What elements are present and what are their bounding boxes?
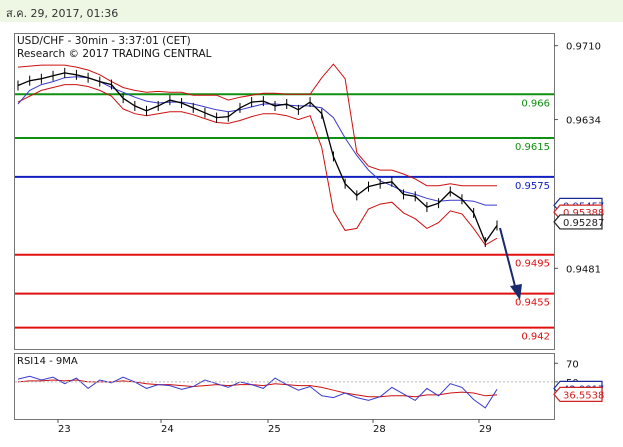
date-time-label: ส.ค. 29, 2017, 01:36 — [6, 7, 119, 20]
levels-layer: 0.966 0.9615 0.9575 0.9495 0.9455 0.942 — [15, 93, 554, 343]
value-box-label: 0.95287 — [563, 218, 604, 229]
bollinger-upper-series — [17, 63, 497, 187]
y-tick-label: 0.9634 — [566, 116, 601, 127]
x-tick-label: 24 — [161, 424, 174, 435]
level-label: 0.9575 — [515, 181, 550, 192]
series-layer — [17, 63, 498, 248]
value-box-label: 36.5538 — [563, 390, 604, 401]
x-tick-label: 23 — [58, 424, 71, 435]
value-box-label: 0.95388 — [563, 208, 604, 219]
chart-title: USD/CHF - 30min - 3:37:01 (CET) — [17, 35, 191, 47]
chart-copyright: Research © 2017 TRADING CENTRAL — [17, 48, 212, 60]
price-series — [17, 72, 498, 244]
y-tick-label: 0.9481 — [566, 264, 601, 275]
value-box-rsi-ma: 36.5538 — [553, 386, 604, 402]
level-label: 0.9455 — [515, 298, 550, 309]
y-tick-label: 0.9710 — [566, 42, 601, 53]
rsi-title: RSI14 - 9MA — [17, 356, 78, 367]
rsi-series — [17, 375, 498, 409]
level-label: 0.966 — [521, 98, 550, 109]
rsi-layer — [15, 375, 554, 409]
level-label: 0.942 — [521, 332, 550, 343]
level-label: 0.9495 — [515, 259, 550, 270]
level-label: 0.9615 — [515, 142, 550, 153]
value-box-current-price: 0.95287 — [553, 214, 604, 230]
x-tick-label: 29 — [479, 424, 492, 435]
rsi-plot-frame — [14, 353, 555, 420]
x-tick-label: 25 — [268, 424, 281, 435]
date-banner: ส.ค. 29, 2017, 01:36 — [0, 0, 623, 22]
x-tick-label: 28 — [373, 424, 386, 435]
projection-arrow-icon — [499, 227, 522, 300]
bollinger-lower-series — [17, 84, 498, 246]
main-plot-frame — [14, 33, 555, 350]
rsi-y-tick-label: 70 — [566, 359, 579, 370]
